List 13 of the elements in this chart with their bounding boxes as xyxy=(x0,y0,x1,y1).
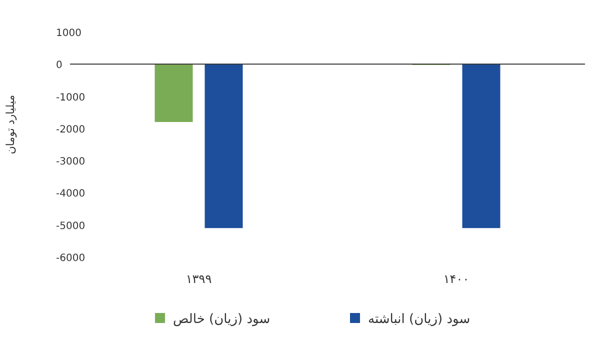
y-tick-label: -5000 xyxy=(56,220,86,232)
x-tick-label: ۱۳۹۹ xyxy=(186,272,212,286)
y-tick-label: -6000 xyxy=(56,253,86,264)
y-tick-label: -1000 xyxy=(56,92,86,104)
x-tick-label: ۱۴۰۰ xyxy=(443,272,470,286)
legend-label: سود (زیان) انباشته xyxy=(368,312,470,327)
legend-label: سود (زیان) خالص xyxy=(173,312,270,327)
y-tick-label: 0 xyxy=(56,60,62,72)
y-axis-title: میلیارد تومان xyxy=(4,94,17,154)
y-tick-label: -4000 xyxy=(56,188,86,200)
y-tick-label: -2000 xyxy=(56,124,86,136)
y-tick-label: 1000 xyxy=(56,28,82,39)
y-tick-label: -3000 xyxy=(56,156,86,168)
